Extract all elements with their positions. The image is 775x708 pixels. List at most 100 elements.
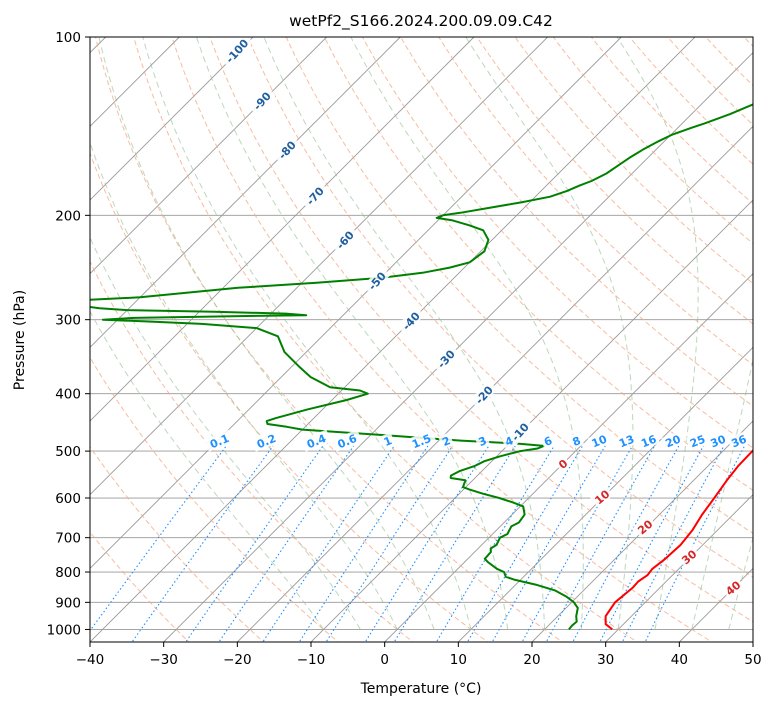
dewpoint-profile (90, 103, 753, 631)
mixing-ratio-label-bg (685, 430, 709, 451)
moist-adiabat (90, 236, 361, 630)
dry-adiabat (772, 27, 775, 645)
dry-adiabat (514, 37, 753, 285)
y-tick-label: 600 (55, 491, 81, 507)
mixing-ratio-line (466, 445, 584, 642)
mixing-ratio-line (599, 445, 704, 642)
y-axis: 100 200 300 400 500 600 700 800 900 1000 (47, 30, 90, 638)
y-tick-label: 1000 (47, 622, 81, 638)
isotherm-line (163, 52, 753, 642)
mixing-ratio-label-bg (406, 429, 437, 452)
mixing-ratio-label-bg (300, 429, 332, 452)
mixing-ratio-label-bg (204, 429, 235, 452)
dry-adiabat (705, 37, 753, 87)
moist-adiabat (616, 37, 699, 630)
mixing-ratio-label: 1 (382, 434, 394, 449)
mixing-ratio-line (325, 445, 454, 642)
mixing-ratio-line (491, 445, 606, 642)
dry-adiabat (400, 37, 753, 407)
moist-adiabat-label-bg (272, 135, 301, 165)
x-axis: −40 −30 −20 −10 0 10 20 30 40 50 (76, 642, 762, 668)
moist-adiabat (691, 357, 753, 630)
mixing-ratio-label-bg (379, 432, 396, 449)
moist-adiabat-label-bg (469, 380, 498, 410)
x-axis-label: Temperature (°C) (360, 681, 482, 697)
x-tick-label: 20 (523, 652, 540, 668)
mixing-ratio-label-bg (500, 432, 517, 449)
x-tick-label: 10 (450, 652, 467, 668)
mixing-ratio-label-bg (250, 429, 282, 452)
moist-adiabat (350, 37, 584, 630)
mixing-ratio-label: 2 (440, 434, 452, 449)
x-tick-label: −20 (223, 652, 252, 668)
moist-adiabat (142, 37, 472, 630)
chart-title: wetPf2_S166.2024.200.09.09.C42 (289, 12, 553, 31)
mixing-ratio-label: 25 (688, 433, 707, 451)
y-tick-label: 700 (55, 531, 81, 547)
mixing-ratio-line (185, 445, 324, 642)
x-tick-label: 50 (744, 652, 761, 668)
mixing-ratio-label: 20 (663, 433, 682, 451)
dry-adiabat-label-bg (589, 485, 614, 508)
dry-adiabat (438, 37, 753, 366)
x-tick-label: −30 (149, 652, 178, 668)
moist-adiabat-label-bg (300, 181, 329, 211)
y-tick-label: 900 (55, 595, 81, 611)
mixing-ratio-label-bg (661, 430, 685, 451)
mixing-ratio-label-bg (636, 430, 660, 451)
moist-adiabat-label-bg (220, 37, 254, 69)
moist-adiabat-label-bg (431, 344, 460, 374)
moist-adiabat-label-bg (396, 306, 425, 336)
y-tick-label: 200 (55, 208, 81, 224)
plot-area: -100-90-80-70-60-50-40-30-20-10010203040… (90, 27, 775, 645)
dry-adiabat (90, 260, 414, 642)
mixing-ratio-label-bg (568, 432, 585, 449)
mixing-ratio-label-bg (614, 430, 638, 451)
dry-adiabat (90, 531, 190, 642)
dry-adiabat (90, 356, 339, 642)
y-tick-label: 800 (55, 565, 81, 581)
isotherm-line (90, 37, 475, 422)
mixing-ratio-label-bg (474, 432, 491, 449)
y-tick-label: 400 (55, 387, 81, 403)
mixing-ratio-label-bg (539, 432, 556, 449)
isotherm-line (605, 494, 753, 642)
mixing-ratio-label: 13 (617, 433, 636, 451)
mixing-ratio-label: 16 (639, 433, 658, 451)
isotherm-line (90, 37, 696, 642)
isotherm-line (90, 37, 254, 201)
mixing-ratio-label: 30 (709, 433, 728, 451)
mixing-ratio-line (298, 445, 429, 642)
mixing-ratio-line (262, 445, 395, 642)
x-tick-label: 30 (597, 652, 614, 668)
isotherm-line (90, 37, 401, 348)
mixing-ratio-line (545, 445, 656, 642)
dry-adiabat (133, 37, 638, 642)
moist-adiabat (196, 37, 509, 630)
isotherm-line (90, 37, 622, 569)
mixing-ratio-label: 10 (590, 433, 609, 451)
isotherm-line (90, 37, 327, 275)
x-tick-label: 0 (380, 652, 389, 668)
dry-adiabat (361, 37, 753, 449)
dry-adiabat (552, 37, 753, 245)
x-tick-label: −10 (297, 652, 326, 668)
isotherm-line (310, 199, 753, 642)
x-tick-label: −40 (76, 652, 105, 668)
isotherm-line (237, 125, 753, 642)
mixing-ratio-label-bg (438, 432, 454, 449)
plot-frame (89, 36, 754, 643)
mixing-ratio-label: 3 (477, 434, 489, 449)
x-tick-label: 40 (671, 652, 688, 668)
dry-adiabat (285, 37, 753, 534)
moist-adiabat (90, 310, 324, 630)
isotherm-line (458, 346, 753, 642)
dry-adiabat (590, 37, 753, 205)
mixing-ratio-line (218, 445, 355, 642)
mixing-ratio-line (621, 445, 725, 642)
moist-adiabat-label-bg (247, 86, 276, 116)
temperature-profile (604, 449, 753, 631)
moist-adiabat (465, 37, 634, 630)
dry-adiabat-label-bg (553, 454, 572, 473)
